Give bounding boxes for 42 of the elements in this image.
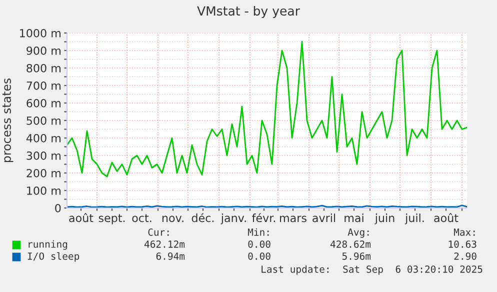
y-tick-label: 0 [55,204,61,212]
chart-title: VMstat - by year [197,6,300,18]
y-tick-label: 900 m [26,46,60,55]
x-tick-label: févr. [252,213,276,222]
legend-label: I/O sleep [28,252,80,262]
text: Last update: Sat Sep 6 03:20:10 2025 [262,265,482,275]
legend-label: running [28,240,68,250]
x-tick-label: août [434,213,458,222]
text: 5.96m [342,252,371,260]
text: Cur: [148,228,169,236]
text: 2.90 [454,252,476,260]
line-series [67,41,467,178]
y-tick-label: 300 m [26,151,60,160]
y-tick-label: 600 m [26,98,60,108]
x-tick-label: juil. [404,214,424,224]
x-tick-label: avril [312,214,336,222]
y-axis-title: process states [2,78,14,162]
y-tick-label: 500 m [26,116,60,125]
x-tick-label: janv. [220,214,246,224]
x-tick-label: mars [280,216,306,222]
text: 0.00 [248,252,270,260]
y-tick-label: 200 m [26,168,60,178]
y-tick-label: 1000 m [20,28,60,38]
text: Avg: [348,228,369,238]
x-tick-label: déc. [192,213,214,222]
text: 428.62m [330,240,371,248]
y-tick-label: 800 m [26,64,60,72]
x-tick-label: oct. [132,214,152,222]
text: Min: [248,228,269,236]
text: 6.94m [156,252,185,260]
text: 462.12m [144,240,185,248]
x-tick-label: sept. [98,214,125,224]
text: Max: [454,228,475,236]
text: 0.00 [248,240,270,248]
x-tick-label: nov. [162,216,184,222]
text: 10.63 [448,240,476,248]
y-tick-label: 100 m [27,186,60,195]
x-tick-label: mai [344,214,364,222]
y-tick-label: 700 m [26,81,60,90]
y-tick-label: 400 m [26,134,60,142]
x-tick-label: août [69,213,94,222]
x-tick-label: juin [374,214,394,224]
